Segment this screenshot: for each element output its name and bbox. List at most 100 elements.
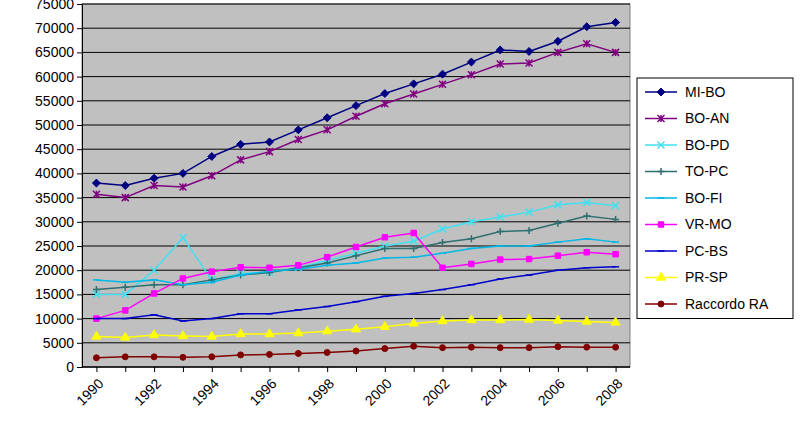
y-tick-mark	[77, 270, 82, 271]
series-marker	[381, 90, 389, 98]
series-marker	[208, 282, 215, 284]
grid-line	[82, 294, 630, 295]
series-marker	[236, 329, 245, 337]
x-tick	[356, 367, 357, 372]
legend-label: PC-BS	[685, 243, 728, 259]
series-marker	[497, 278, 504, 280]
series-marker	[497, 257, 502, 262]
series-marker	[440, 345, 446, 351]
series-marker	[439, 226, 446, 233]
series-marker	[353, 348, 359, 354]
series-marker	[526, 245, 533, 247]
x-tick-mark	[385, 367, 386, 372]
series-marker	[612, 49, 619, 56]
y-tick: 30000	[35, 214, 82, 230]
series-marker	[410, 293, 417, 295]
grid-line	[82, 221, 630, 222]
series-marker	[92, 179, 100, 187]
grid-line	[82, 52, 630, 53]
series-marker	[439, 81, 446, 88]
grid-line	[82, 342, 630, 343]
legend: MI-BOBO-ANBO-PDTO-PCBO-FIVR-MOPC-BSPR-SP…	[637, 78, 793, 319]
series-marker	[526, 227, 533, 234]
series-marker	[467, 315, 476, 323]
y-tick-mark	[77, 4, 82, 5]
series-marker	[151, 279, 158, 281]
x-tick	[298, 367, 299, 372]
series-marker	[526, 345, 532, 351]
series-marker	[440, 265, 445, 270]
x-tick	[414, 367, 415, 372]
x-tick-mark	[298, 367, 299, 372]
legend-label: BO-FI	[685, 190, 722, 206]
series-marker	[382, 346, 388, 352]
series-marker	[179, 320, 186, 322]
series-marker	[526, 60, 533, 67]
grid-line	[82, 76, 630, 77]
y-tick-label: 15000	[35, 286, 74, 302]
y-tick-label: 55000	[35, 93, 74, 109]
series-marker	[237, 272, 244, 279]
x-tick: 2008	[592, 367, 625, 409]
series-marker	[150, 174, 158, 182]
y-tick: 60000	[35, 69, 82, 85]
series-marker	[122, 354, 128, 360]
series-marker	[411, 343, 417, 349]
series-line	[96, 216, 615, 290]
series-marker	[468, 235, 475, 242]
y-tick-mark	[77, 343, 82, 344]
series-marker	[409, 318, 418, 326]
series-marker	[296, 263, 301, 268]
y-tick-label: 25000	[35, 238, 74, 254]
series-marker	[525, 47, 533, 55]
series-marker	[381, 257, 388, 259]
series-marker	[237, 313, 244, 315]
series-marker	[265, 329, 274, 337]
y-tick-label: 10000	[35, 311, 74, 327]
legend-marker	[657, 88, 665, 96]
legend-label: BO-PD	[685, 137, 729, 153]
legend-marker	[658, 115, 665, 122]
series-marker	[584, 250, 589, 255]
x-tick: 1990	[73, 367, 106, 409]
series-marker	[179, 234, 186, 241]
x-tick-label: 2000	[362, 375, 395, 408]
x-tick: 1992	[131, 367, 164, 409]
series-marker	[381, 296, 388, 298]
y-axis: 0500010000150002000025000300003500040000…	[35, 0, 82, 375]
series-marker	[555, 253, 560, 258]
y-tick-label: 50000	[35, 117, 74, 133]
y-tick-label: 45000	[35, 141, 74, 157]
x-tick-mark	[529, 367, 530, 372]
x-tick-mark	[616, 367, 617, 372]
series-marker	[554, 241, 561, 243]
series-marker	[351, 324, 360, 332]
series-marker	[468, 248, 475, 250]
series-marker	[353, 113, 360, 120]
series-marker	[295, 350, 301, 356]
y-tick-mark	[77, 52, 82, 53]
series-line	[96, 202, 615, 294]
series-marker	[410, 91, 417, 98]
series-marker	[238, 265, 243, 270]
series-marker	[584, 344, 590, 350]
series-marker	[295, 309, 302, 311]
y-tick-label: 0	[66, 359, 74, 375]
series-marker	[410, 245, 417, 252]
series-marker	[612, 202, 619, 209]
series-marker	[467, 58, 475, 66]
series-marker	[266, 351, 272, 357]
legend-marker	[656, 272, 665, 280]
series-marker	[439, 239, 446, 246]
series-marker	[122, 282, 129, 284]
series-marker	[526, 209, 533, 216]
legend-label: BO-AN	[685, 110, 729, 126]
series-marker	[381, 100, 388, 107]
x-axis: 1990199219941996199820002002200420062008	[73, 367, 630, 409]
series-marker	[554, 37, 562, 45]
series-group	[92, 18, 620, 360]
grid-line	[82, 4, 630, 5]
x-tick-mark	[125, 367, 126, 372]
y-tick-mark	[77, 367, 82, 368]
series-marker	[524, 314, 533, 322]
